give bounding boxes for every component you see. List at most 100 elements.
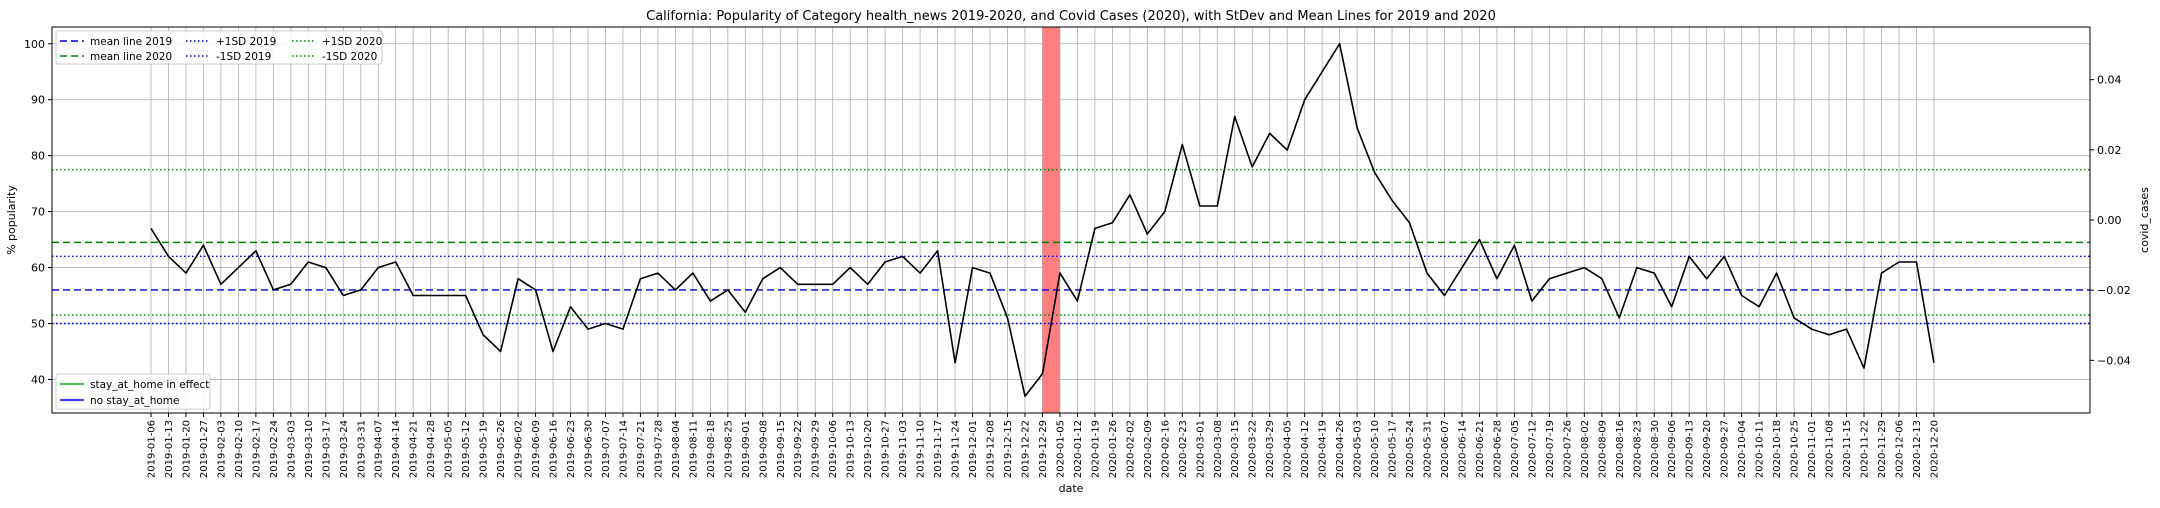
highlight-span	[1042, 27, 1060, 413]
x-tick-label: 2020-03-08	[1213, 420, 1224, 478]
x-tick-label: 2019-04-14	[391, 420, 402, 478]
legend-top: mean line 2019 mean line 2020 +1SD 2019 -1S…	[55, 30, 383, 65]
y2-tick-label: −0.04	[2097, 354, 2131, 367]
x-tick-label: 2020-05-31	[1423, 420, 1434, 478]
x-tick-label: 2019-06-16	[549, 420, 560, 478]
x-tick-label: 2020-10-04	[1737, 420, 1748, 478]
y-tick-label: 80	[31, 150, 45, 163]
legend-top-label: -1SD 2020	[322, 51, 377, 63]
x-tick-label: 2019-05-19	[479, 420, 490, 478]
y2-tick-label: −0.02	[2097, 284, 2131, 297]
x-tick-label: 2019-03-24	[339, 420, 350, 478]
x-tick-label: 2019-10-20	[863, 420, 874, 478]
x-tick-label: 2020-06-14	[1457, 420, 1468, 478]
x-tick-label: 2019-06-30	[583, 420, 594, 478]
x-tick-label: 2020-11-15	[1842, 420, 1853, 478]
x-tick-label: 2020-12-06	[1894, 420, 1905, 478]
x-tick-label: 2019-05-05	[444, 420, 455, 478]
x-tick-label: 2019-02-03	[216, 420, 227, 478]
legend-top-label: -1SD 2019	[216, 51, 271, 63]
x-tick-label: 2019-04-21	[409, 420, 420, 478]
x-tick-label: 2020-04-12	[1300, 420, 1311, 478]
x-tick-label: 2019-09-01	[741, 420, 752, 478]
x-tick-label: 2019-08-04	[671, 420, 682, 478]
x-tick-label: 2019-03-03	[286, 420, 297, 478]
x-tick-label: 2020-10-18	[1772, 420, 1783, 478]
x-tick-label: 2020-01-26	[1108, 420, 1119, 478]
x-tick-label: 2020-07-05	[1510, 420, 1521, 478]
y-tick-label: 50	[31, 317, 45, 330]
x-tick-label: 2019-08-18	[706, 420, 717, 478]
y-tick-label: 70	[31, 206, 45, 219]
x-tick-label: 2020-04-05	[1283, 420, 1294, 478]
x-tick-label: 2019-09-29	[811, 420, 822, 478]
grid	[52, 27, 2090, 413]
x-tick-label: 2019-07-14	[618, 420, 629, 478]
x-tick-label: 2019-01-13	[164, 420, 175, 478]
series-layer	[150, 42, 1935, 398]
x-tick-label: 2020-05-17	[1388, 420, 1399, 478]
x-tick-label: 2019-03-31	[356, 420, 367, 478]
x-tick-label: 2020-09-06	[1667, 420, 1678, 478]
x-tick-label: 2019-08-11	[688, 420, 699, 478]
x-tick-label: 2020-12-20	[1929, 420, 1940, 478]
x-tick-label: 2019-12-01	[968, 420, 979, 478]
x-tick-label: 2020-09-20	[1702, 420, 1713, 478]
x-tick-label: 2019-05-26	[496, 420, 507, 478]
x-tick-label: 2019-10-27	[881, 420, 892, 478]
highlight-span-layer	[1042, 27, 1060, 413]
x-tick-label: 2020-07-26	[1562, 420, 1573, 478]
x-tick-label: 2019-11-10	[916, 420, 927, 478]
x-tick-label: 2019-06-09	[531, 420, 542, 478]
y-tick-label: 60	[31, 262, 45, 275]
x-tick-label: 2020-04-19	[1318, 420, 1329, 478]
x-tick-label: 2019-12-08	[986, 420, 997, 478]
x-tick-label: 2020-09-13	[1685, 420, 1696, 478]
x-tick-label: 2020-08-09	[1597, 420, 1608, 478]
x-tick-label: 2019-10-06	[828, 420, 839, 478]
x-tick-label: 2020-10-11	[1755, 420, 1766, 478]
x-tick-label: 2020-02-23	[1178, 420, 1189, 478]
x-axis-title: date	[1059, 482, 1084, 495]
x-tick-label: 2020-04-26	[1335, 420, 1346, 478]
y-tick-label: 40	[31, 373, 45, 386]
x-tick-label: 2019-10-13	[846, 420, 857, 478]
x-tick-label: 2019-04-07	[374, 420, 385, 478]
x-tick-label: 2019-08-25	[723, 420, 734, 478]
x-tick-label: 2019-12-22	[1020, 420, 1031, 478]
x-tick-label: 2019-03-17	[321, 420, 332, 478]
y2-tick-label: 0.04	[2097, 74, 2122, 87]
reference-lines	[52, 168, 2090, 325]
x-tick-label: 2020-01-05	[1055, 420, 1066, 478]
x-tick-label: 2019-07-21	[636, 420, 647, 478]
x-tick-label: 2019-02-10	[234, 420, 245, 478]
legend-bottom-label: no stay_at_home	[90, 395, 179, 407]
legend-bottom: stay_at_home in effect no stay_at_home	[55, 373, 211, 410]
legend-bottom-frame	[55, 373, 211, 410]
x-tick-label: 2020-05-24	[1405, 420, 1416, 478]
x-tick-label: 2020-03-29	[1265, 420, 1276, 478]
axes: 40 50 60 70 80 90 100 −0.04 −0.02 0.00 0.02 0.04 201…	[24, 26, 2131, 478]
y-tick-label: 90	[31, 94, 45, 107]
x-tick-label: 2020-02-09	[1143, 420, 1154, 478]
x-tick-label: 2019-02-24	[269, 420, 280, 478]
y-axis-title: % popularity	[5, 185, 18, 255]
x-tick-label: 2020-11-29	[1877, 420, 1888, 478]
x-tick-label: 2020-06-28	[1492, 420, 1503, 478]
x-tick-label: 2020-03-01	[1195, 420, 1206, 478]
x-tick-label: 2019-11-03	[898, 420, 909, 478]
x-tick-label: 2019-09-08	[758, 420, 769, 478]
chart-title: California: Popularity of Category healt…	[646, 9, 1496, 24]
y2-tick-label: 0.00	[2097, 214, 2122, 227]
y-tick-label: 100	[24, 38, 45, 51]
x-tick-label: 2019-12-15	[1003, 420, 1014, 478]
x-tick-label: 2019-02-17	[251, 420, 262, 478]
x-tick-label: 2020-11-22	[1860, 420, 1871, 478]
legend-top-label: mean line 2019	[90, 36, 172, 48]
x-tick-label: 2020-09-27	[1720, 420, 1731, 478]
x-tick-label: 2019-09-15	[776, 420, 787, 478]
x-tick-label: 2020-01-12	[1073, 420, 1084, 478]
x-tick-label: 2019-06-23	[566, 420, 577, 478]
